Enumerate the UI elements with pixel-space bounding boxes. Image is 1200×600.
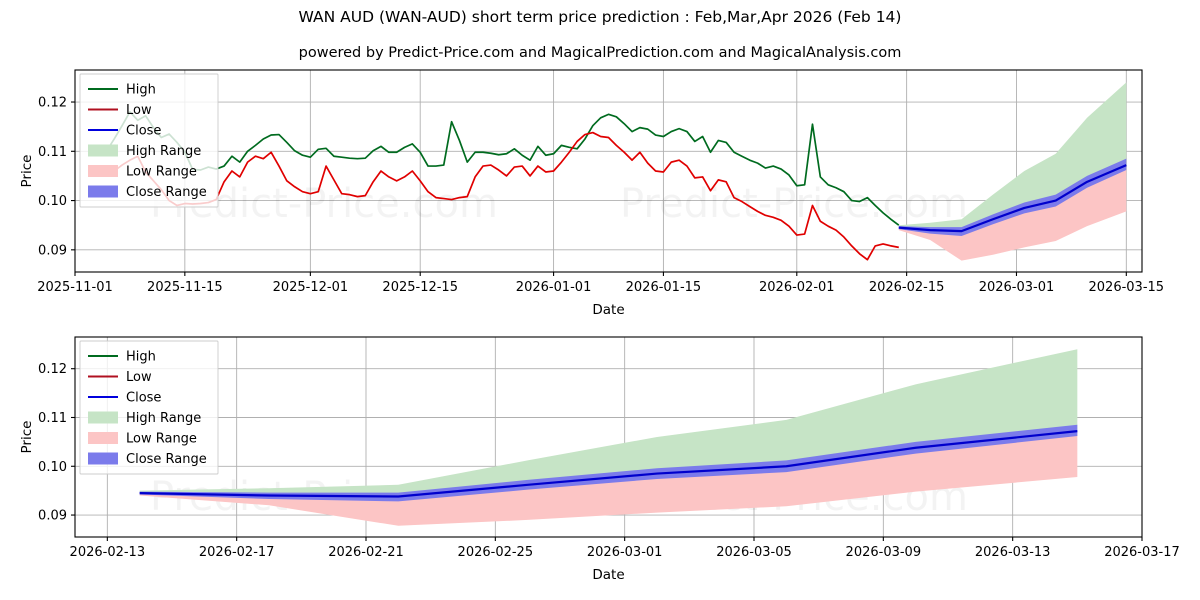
page-subtitle: powered by Predict-Price.com and Magical… [298, 45, 902, 61]
overview-chart-panel: Predict-Price.comPredict-Price.comPredic… [0, 62, 1200, 320]
legend-item-label: Close [126, 391, 161, 406]
legend-item-label: Low [126, 370, 152, 385]
legend-item-label: High [126, 350, 156, 365]
legend-item-label: Close Range [126, 185, 207, 200]
legend-item-label: Low [126, 103, 152, 118]
close-range-band [139, 424, 1078, 502]
x-tick-label: 2026-02-17 [199, 545, 275, 560]
legend-patch-swatch [88, 452, 118, 465]
x-tick-label: 2026-01-15 [626, 280, 702, 295]
x-tick-label: 2026-02-25 [458, 545, 534, 560]
x-tick-label: 2025-12-15 [382, 280, 458, 295]
x-tick-label: 2026-02-01 [759, 280, 835, 295]
legend-item-label: High Range [126, 411, 201, 426]
x-tick-label: 2026-03-15 [1089, 280, 1165, 295]
x-tick-label: 2026-03-17 [1104, 545, 1180, 560]
y-tick-label: 0.11 [38, 411, 67, 426]
x-tick-label: 2026-03-01 [979, 280, 1055, 295]
x-tick-label: 2026-03-13 [975, 545, 1051, 560]
y-axis-title: Price [19, 155, 35, 188]
chart-legend: High Low Close High Range Low Range Close Ran… [79, 73, 219, 208]
legend-item-label: Low Range [126, 165, 197, 180]
low-line [105, 131, 899, 261]
x-tick-label: 2026-03-01 [587, 545, 663, 560]
high-range-band [139, 349, 1078, 497]
legend-patch-swatch [88, 144, 118, 157]
detail-chart-panel: Predict-Price.comPredict-Price.com0.090.… [0, 325, 1200, 600]
close-range-band [898, 158, 1127, 237]
legend-patch-swatch [88, 185, 118, 198]
axes: 0.09 0.10 0.11 0.12 2026-02-13 2026-02-17 2026… [19, 362, 1180, 583]
x-tick-label: 2025-12-01 [273, 280, 349, 295]
x-tick-label: 2026-01-01 [516, 280, 592, 295]
high-line [105, 111, 900, 226]
legend-patch-swatch [88, 165, 118, 177]
y-axis-title: Price [19, 421, 35, 454]
legend-item-label: Low Range [126, 432, 197, 447]
x-tick-label: 2026-03-05 [716, 545, 792, 560]
y-tick-label: 0.10 [38, 194, 67, 209]
legend-item-label: High Range [126, 144, 201, 159]
plot-frame [74, 336, 1143, 538]
x-tick-label: 2025-11-15 [147, 280, 223, 295]
detail-chart-svg: Predict-Price.comPredict-Price.com0.090.… [19, 336, 1180, 583]
page-title: WAN AUD (WAN-AUD) short term price predi… [298, 8, 902, 26]
watermark-text: Predict-Price.com [620, 181, 968, 227]
x-tick-label: 2026-02-21 [328, 545, 404, 560]
x-tick-label: 2025-11-01 [37, 280, 113, 295]
y-tick-label: 0.11 [38, 145, 67, 160]
close-line [898, 164, 1127, 233]
y-tick-label: 0.10 [38, 460, 67, 475]
x-tick-label: 2026-03-09 [846, 545, 922, 560]
plot-area [139, 349, 1078, 526]
overview-chart-svg: Predict-Price.comPredict-Price.comPredic… [19, 69, 1164, 318]
x-tick-label: 2026-02-13 [70, 545, 146, 560]
x-tick-label: 2026-02-15 [869, 280, 945, 295]
legend-item-label: Close Range [126, 452, 207, 467]
y-tick-label: 0.12 [38, 362, 67, 377]
high-range-band [898, 82, 1127, 232]
x-axis-title: Date [592, 567, 624, 583]
legend-item-label: Close [126, 124, 161, 139]
plot-area [105, 82, 1127, 261]
y-tick-label: 0.09 [38, 243, 67, 258]
chart-legend: High Low Close High Range Low Range Close Ran… [79, 340, 219, 475]
legend-patch-swatch [88, 411, 118, 424]
plot-frame [74, 69, 1143, 273]
x-axis-title: Date [592, 302, 624, 318]
y-tick-label: 0.09 [38, 509, 67, 524]
legend-patch-swatch [88, 432, 118, 444]
y-tick-label: 0.12 [38, 96, 67, 111]
legend-item-label: High [126, 83, 156, 98]
axes: 0.09 0.10 0.11 0.12 2025-11-01 2025-11-15 2025… [19, 96, 1164, 318]
close-line [139, 430, 1078, 498]
